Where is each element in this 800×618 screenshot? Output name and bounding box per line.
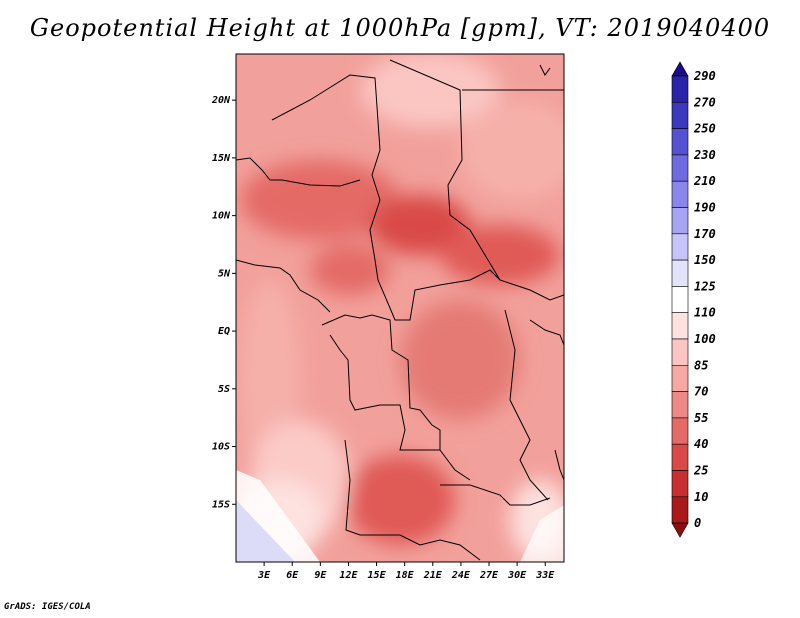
colorbar-segment <box>671 286 689 313</box>
colorbar-segment <box>671 443 689 471</box>
colorbar-label: 125 <box>694 279 716 293</box>
lat-axis: 20N 15N 10N 5N EQ 5S 10S 15S <box>211 95 236 510</box>
colorbar-segment <box>671 391 689 419</box>
colorbar-label: 85 <box>694 358 708 372</box>
colorbar-label: 110 <box>694 306 716 320</box>
lat-tick-label: 15N <box>212 153 231 164</box>
colorbar-label: 290 <box>693 69 716 83</box>
lon-tick-label: 6E <box>286 570 299 581</box>
colorbar-label: 10 <box>694 490 708 504</box>
colorbar-segment <box>671 338 689 366</box>
lon-tick-label: 18E <box>396 570 415 581</box>
colorbar-top-arrow <box>671 61 689 77</box>
colorbar-segment <box>671 154 689 182</box>
lon-tick-label: 33E <box>535 570 555 581</box>
colorbar-segment <box>671 417 689 445</box>
chart-title: Geopotential Height at 1000hPa [gpm], VT… <box>29 14 771 42</box>
lat-tick-label: 15S <box>212 499 230 510</box>
lat-tick-label: 5S <box>218 384 230 395</box>
colorbar-segment <box>671 102 689 129</box>
colorbar-label: 250 <box>693 122 716 136</box>
lat-tick-label: EQ <box>218 326 230 337</box>
colorbar-segment <box>671 312 689 340</box>
lat-tick-label: 20N <box>211 95 231 106</box>
map-frame <box>235 53 565 563</box>
colorbar-segment <box>671 496 689 524</box>
colorbar-label: 150 <box>694 253 716 267</box>
lon-tick-label: 21E <box>423 570 443 581</box>
colorbar-segment <box>671 128 689 156</box>
colorbar-label: 0 <box>694 516 701 530</box>
lat-tick-label: 10N <box>212 211 231 222</box>
lon-tick-label: 24E <box>451 570 471 581</box>
colorbar-bottom-arrow <box>671 522 689 538</box>
colorbar-label: 210 <box>693 174 716 188</box>
colorbar-label: 25 <box>693 464 708 478</box>
colorbar-segment <box>671 180 689 208</box>
colorbar-label: 190 <box>694 201 716 215</box>
colorbar-label: 230 <box>693 148 716 162</box>
lon-tick-label: 3E <box>257 570 271 581</box>
colorbar-label: 55 <box>694 411 708 425</box>
lat-tick-label: 5N <box>218 268 231 279</box>
lat-tick-label: 10S <box>212 442 230 453</box>
colorbar-label: 40 <box>694 437 708 451</box>
colorbar-segment <box>671 364 689 392</box>
colorbar-segment <box>671 233 689 261</box>
colorbar-label: 70 <box>694 385 708 399</box>
lon-tick-label: 12E <box>339 570 358 581</box>
country-borders <box>236 59 564 561</box>
colorbar-label: 270 <box>693 95 716 109</box>
colorbar-label: 170 <box>694 227 716 241</box>
lon-tick-label: 27E <box>479 570 499 581</box>
colorbar-segment <box>671 259 689 287</box>
colorbar-segment <box>671 75 689 103</box>
credit-label: GrADS: IGES/COLA <box>4 602 91 612</box>
colorbar-segment <box>671 207 689 235</box>
geopotential-field <box>236 54 564 562</box>
lon-tick-label: 15E <box>368 570 387 581</box>
lon-axis: 3E 6E 9E 12E 15E 18E 21E 24E 27E 30E 33E <box>257 562 555 581</box>
colorbar-segment <box>671 470 689 498</box>
lon-tick-label: 30E <box>507 570 527 581</box>
colorbar-label: 100 <box>694 332 716 346</box>
colorbar: 2902702502302101901701501251101008570554… <box>671 61 716 538</box>
lon-tick-label: 9E <box>314 570 327 581</box>
